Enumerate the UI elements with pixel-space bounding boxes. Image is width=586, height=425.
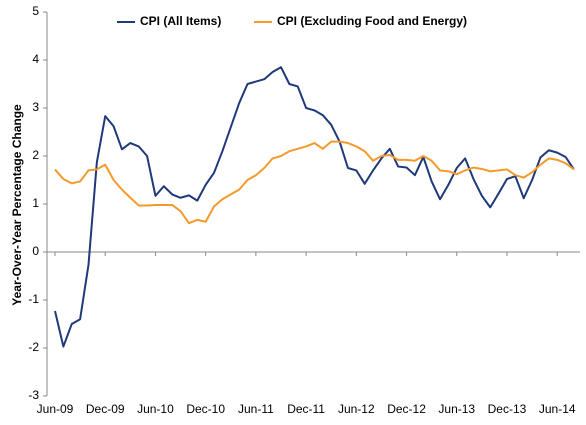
y-tick-label: -1 xyxy=(28,292,39,306)
legend-label: CPI (Excluding Food and Energy) xyxy=(277,14,467,28)
x-tick-label: Jun-10 xyxy=(137,402,174,416)
series-line xyxy=(54,66,575,348)
x-tick-label: Dec-10 xyxy=(186,402,225,416)
x-tick-label: Jun-13 xyxy=(438,402,475,416)
y-tick-label: 5 xyxy=(32,4,39,18)
y-tick-label: 3 xyxy=(32,100,39,114)
y-tick-label: 0 xyxy=(32,244,39,258)
y-axis-title: Year-Over-Year Percentage Change xyxy=(10,104,24,306)
x-tick-label: Dec-12 xyxy=(387,402,426,416)
x-tick-label: Dec-11 xyxy=(287,402,325,416)
legend-label: CPI (All Items) xyxy=(140,14,221,28)
x-tick-label: Dec-09 xyxy=(86,402,125,416)
x-tick-label: Jun-11 xyxy=(238,402,274,416)
y-tick-label: 4 xyxy=(32,52,39,66)
x-tick-label: Jun-12 xyxy=(338,402,375,416)
y-tick-label: -2 xyxy=(28,340,39,354)
x-tick-label: Jun-14 xyxy=(539,402,576,416)
y-tick-label: 1 xyxy=(32,196,39,210)
x-tick-label: Jun-09 xyxy=(37,402,74,416)
y-tick-label: 2 xyxy=(32,148,39,162)
x-tick-label: Dec-13 xyxy=(488,402,527,416)
series-line xyxy=(54,140,575,225)
y-tick-label: -3 xyxy=(28,388,39,402)
